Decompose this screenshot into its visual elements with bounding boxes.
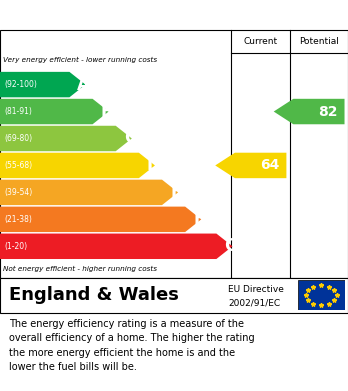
Polygon shape: [0, 72, 86, 97]
Text: (81-91): (81-91): [4, 107, 32, 116]
Polygon shape: [274, 99, 345, 124]
Text: 64: 64: [260, 158, 279, 172]
Polygon shape: [0, 179, 178, 205]
Text: A: A: [77, 75, 90, 93]
Polygon shape: [0, 233, 232, 259]
Text: G: G: [224, 237, 238, 255]
Text: F: F: [194, 210, 205, 228]
Text: Energy Efficiency Rating: Energy Efficiency Rating: [10, 6, 239, 24]
Text: (21-38): (21-38): [4, 215, 32, 224]
Text: 82: 82: [318, 104, 338, 118]
Text: 2002/91/EC: 2002/91/EC: [228, 298, 280, 307]
Polygon shape: [0, 126, 132, 151]
Text: (39-54): (39-54): [4, 188, 32, 197]
Text: B: B: [101, 102, 113, 120]
Text: Very energy efficient - lower running costs: Very energy efficient - lower running co…: [3, 57, 158, 63]
Text: (69-80): (69-80): [4, 134, 32, 143]
Text: Not energy efficient - higher running costs: Not energy efficient - higher running co…: [3, 265, 158, 272]
Text: England & Wales: England & Wales: [9, 286, 179, 304]
Text: (92-100): (92-100): [4, 80, 37, 89]
Polygon shape: [0, 153, 155, 178]
Polygon shape: [0, 206, 201, 232]
Text: D: D: [146, 156, 160, 174]
Polygon shape: [215, 153, 286, 178]
Text: The energy efficiency rating is a measure of the
overall efficiency of a home. T: The energy efficiency rating is a measur…: [9, 319, 254, 372]
Text: E: E: [171, 183, 182, 201]
Text: Potential: Potential: [299, 37, 339, 46]
Polygon shape: [0, 99, 109, 124]
Text: Current: Current: [244, 37, 278, 46]
Text: (55-68): (55-68): [4, 161, 32, 170]
Text: (1-20): (1-20): [4, 242, 27, 251]
Text: C: C: [124, 129, 136, 147]
Text: EU Directive: EU Directive: [228, 285, 284, 294]
